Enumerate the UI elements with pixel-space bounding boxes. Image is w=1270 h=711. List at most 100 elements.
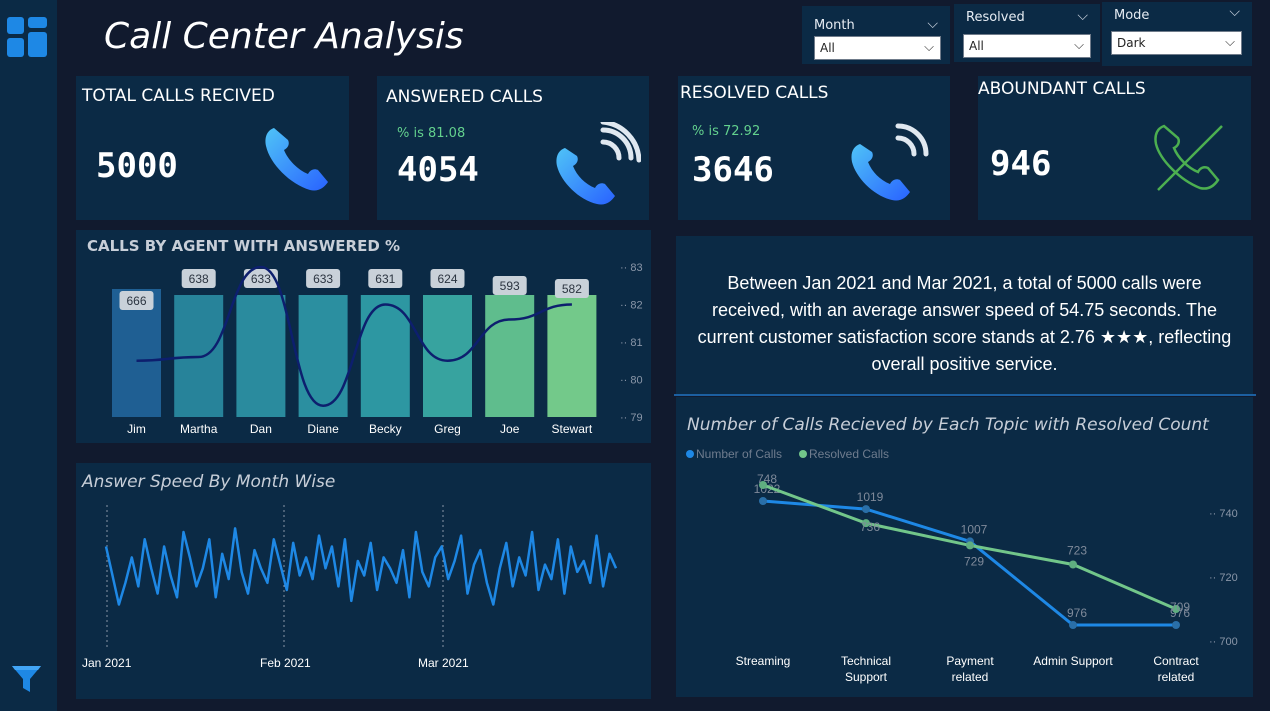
chevron-down-icon[interactable]: ⌵ — [1229, 4, 1240, 20]
data-label: 666 — [126, 294, 146, 308]
legend-label: Resolved Calls — [809, 447, 889, 461]
bar-diane — [298, 295, 348, 417]
data-label: 631 — [375, 272, 395, 286]
x-tick-label: Stewart — [552, 422, 593, 436]
legend-label: Number of Calls — [696, 447, 782, 461]
data-point — [1172, 605, 1180, 613]
mode-slicer[interactable]: Mode ⌵ Dark ⌵ — [1102, 2, 1252, 66]
legend-marker — [799, 450, 807, 458]
bar-stewart — [547, 295, 597, 417]
x-tick-label: Mar 2021 — [418, 656, 469, 670]
data-label-box — [243, 269, 278, 288]
x-tick-label: Payment related — [946, 654, 994, 684]
bar-dan — [236, 295, 286, 417]
dashboard-logo-icon[interactable] — [7, 17, 47, 57]
chevron-down-icon[interactable]: ⌵ — [1074, 38, 1084, 53]
answer-speed-panel: Answer Speed By Month Wise Jan 2021 Feb 2… — [76, 463, 651, 699]
x-tick-label: Becky — [369, 422, 402, 436]
x-tick-label: Martha — [180, 422, 218, 436]
data-point — [1069, 560, 1077, 569]
agent-chart-panel: CALLS BY AGENT WITH ANSWERED % ·· 83 ·· 8… — [76, 230, 651, 443]
x-tick-label: Jim — [127, 422, 146, 436]
sidebar — [0, 0, 57, 711]
resolved-percent: % is 72.92 — [692, 124, 761, 139]
abandoned-calls-value: 946 — [990, 144, 1052, 184]
data-point — [966, 541, 974, 550]
resolved-calls-value: 3646 — [692, 150, 774, 190]
x-tick-label: Streaming — [736, 654, 791, 668]
answered-percent: % is 81.08 — [397, 126, 466, 141]
y2-tick-label: ·· 700 — [1209, 636, 1238, 648]
data-label: 723 — [1067, 543, 1087, 557]
bar-jim — [112, 289, 161, 417]
mode-dropdown-value: Dark — [1117, 36, 1146, 50]
data-label: 624 — [437, 272, 457, 286]
data-label: 582 — [562, 282, 582, 296]
x-tick-label: Joe — [500, 422, 520, 436]
y2-tick-label: ·· 81 — [620, 337, 643, 349]
data-point — [759, 497, 767, 505]
x-tick-label: Feb 2021 — [260, 656, 311, 670]
abandoned-calls-title: ABOUNDANT CALLS — [978, 79, 1146, 99]
x-tick-label: Diane — [307, 422, 339, 436]
x-tick-label: Contract related — [1153, 654, 1199, 684]
answered-calls-title: ANSWERED CALLS — [386, 87, 543, 107]
total-calls-title: TOTAL CALLS RECIVED — [82, 86, 275, 106]
y2-tick-label: ·· 79 — [620, 412, 643, 424]
x-tick-label: Jan 2021 — [82, 656, 132, 670]
mode-dropdown[interactable]: Dark ⌵ — [1111, 31, 1242, 55]
chevron-down-icon[interactable]: ⌵ — [927, 16, 938, 32]
divider — [674, 394, 1256, 396]
page-title: Call Center Analysis — [104, 16, 464, 57]
summary-panel: Between Jan 2021 and Mar 2021, a total o… — [676, 236, 1253, 395]
data-label: 593 — [500, 279, 520, 293]
x-tick-label: Technical Support — [841, 654, 891, 684]
resolved-dropdown[interactable]: All ⌵ — [963, 34, 1091, 58]
chevron-down-icon[interactable]: ⌵ — [1077, 8, 1088, 24]
answered-percent-line — [136, 265, 572, 408]
data-label: 638 — [189, 272, 209, 286]
topic-chart: Number of Calls Resolved Calls ·· 740 ·· 72… — [686, 447, 1238, 684]
data-point — [862, 519, 870, 528]
data-label: 709 — [1170, 600, 1190, 614]
mode-slicer-label: Mode — [1114, 8, 1150, 23]
bar-joe — [485, 295, 535, 417]
data-label: 736 — [860, 520, 880, 534]
phone-icon — [265, 128, 328, 191]
data-label: 633 — [251, 272, 271, 286]
month-slicer[interactable]: Month ⌵ All ⌵ — [802, 6, 950, 64]
missed-call-icon — [1154, 124, 1223, 191]
resolved-slicer[interactable]: Resolved ⌵ All ⌵ — [954, 4, 1100, 62]
phone-ringing-icon — [851, 123, 929, 201]
agent-chart-title: CALLS BY AGENT WITH ANSWERED % — [87, 237, 401, 255]
data-point — [759, 481, 767, 489]
x-tick-label: Greg — [434, 422, 461, 436]
filter-funnel-icon[interactable] — [10, 663, 43, 696]
legend-marker — [686, 450, 694, 458]
data-label-box — [306, 269, 341, 288]
answered-calls-value: 4054 — [397, 150, 479, 190]
answered-calls-card: ANSWERED CALLS % is 81.08 4054 — [377, 76, 649, 220]
data-label-box — [181, 269, 216, 288]
x-tick-label: Admin Support — [1033, 654, 1113, 668]
data-label-box — [368, 269, 403, 288]
data-label-box — [554, 279, 589, 298]
month-dropdown-value: All — [820, 41, 835, 55]
data-label: 748 — [757, 472, 777, 486]
month-slicer-label: Month — [814, 18, 855, 33]
answer-speed-title: Answer Speed By Month Wise — [82, 472, 336, 492]
y2-tick-label: ·· 720 — [1209, 572, 1238, 584]
data-label: 729 — [964, 554, 984, 568]
total-calls-card: TOTAL CALLS RECIVED 5000 — [76, 76, 349, 220]
chevron-down-icon[interactable]: ⌵ — [1225, 35, 1235, 50]
y2-tick-label: ·· 82 — [620, 300, 643, 312]
data-label: 976 — [1067, 606, 1087, 620]
data-label-box — [119, 291, 154, 310]
resolved-dropdown-value: All — [969, 39, 984, 53]
data-point — [862, 505, 870, 514]
chevron-down-icon[interactable]: ⌵ — [924, 40, 934, 55]
data-label: 1019 — [857, 490, 884, 504]
month-dropdown[interactable]: All ⌵ — [814, 36, 941, 60]
data-point — [1172, 621, 1180, 629]
resolved-calls-card: RESOLVED CALLS % is 72.92 3646 — [678, 76, 950, 220]
